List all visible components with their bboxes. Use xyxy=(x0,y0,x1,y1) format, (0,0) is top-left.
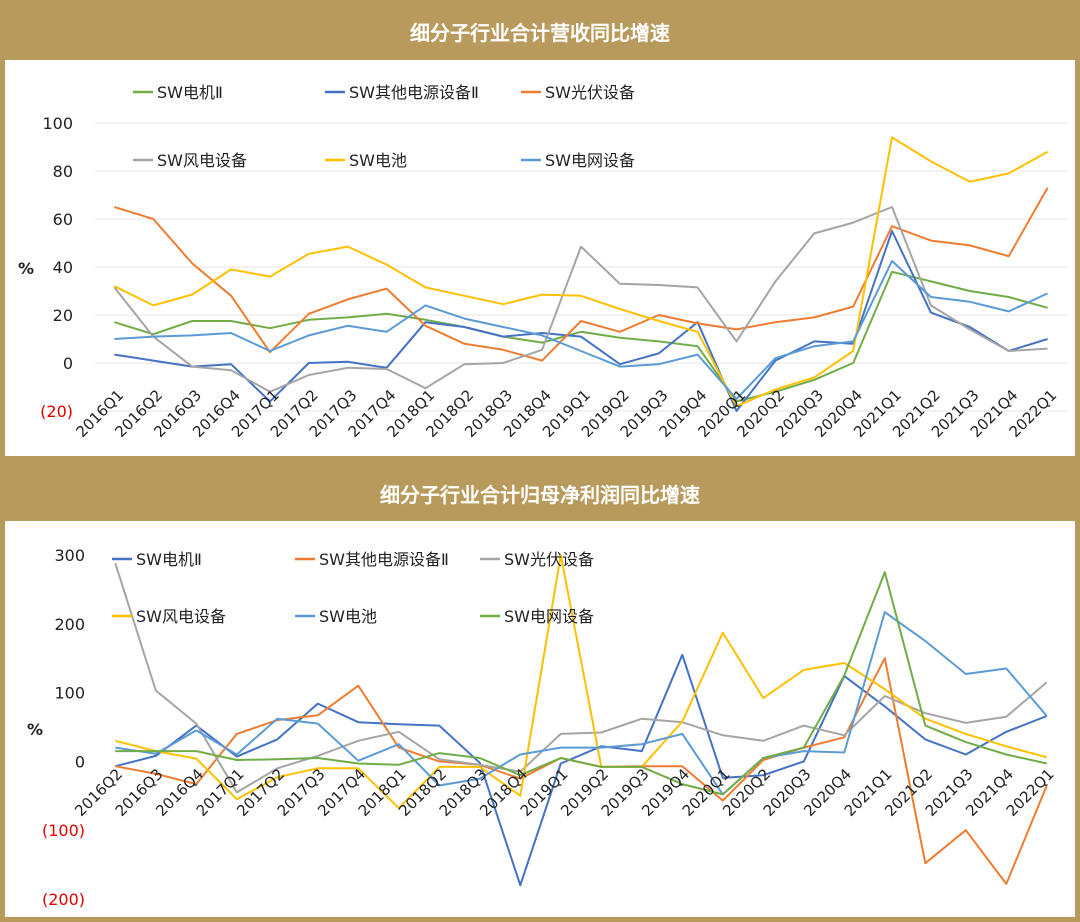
legend-item: SW电机Ⅱ xyxy=(133,83,223,102)
legend-label: SW风电设备 xyxy=(136,607,226,626)
series-2-line xyxy=(114,562,1048,794)
y-tick-label: 60 xyxy=(53,210,73,229)
legend-label: SW电机Ⅱ xyxy=(157,83,223,102)
y-axis-label: % xyxy=(27,720,43,739)
chart1-panel: (20) 0 20 40 60 80 100% 2016Q1 2016Q2 2016Q3 2016Q… xyxy=(5,60,1075,456)
y-tick-label: 0 xyxy=(63,354,73,373)
y-tick-label: 20 xyxy=(53,306,73,325)
legend-item: SW其他电源设备Ⅱ xyxy=(325,83,479,102)
legend-item: SW电池 xyxy=(325,151,407,170)
y-tick-label: 100 xyxy=(54,684,85,703)
legend-label: SW其他电源设备Ⅱ xyxy=(349,83,479,102)
series-4-line xyxy=(115,611,1048,796)
legend-item: SW电网设备 xyxy=(480,607,594,626)
legend-label: SW其他电源设备Ⅱ xyxy=(319,550,449,569)
legend-item: SW光伏设备 xyxy=(480,550,594,569)
y-tick-label: 0 xyxy=(75,752,85,771)
y-tick-label: (200) xyxy=(42,890,85,909)
legend-label: SW电池 xyxy=(349,151,407,170)
chart2-title: 细分子行业合计归母净利润同比增速 xyxy=(380,483,700,507)
legend-label: SW电网设备 xyxy=(545,151,635,170)
y-tick-label: 100 xyxy=(42,114,73,133)
y-axis-label: % xyxy=(18,259,34,278)
legend-item: SW风电设备 xyxy=(133,151,247,170)
net-profit-growth-chart: (200)(100)0100200300%2016Q22016Q32016Q42… xyxy=(27,546,1058,909)
legend-label: SW电机Ⅱ xyxy=(136,550,202,569)
series-1-line xyxy=(115,657,1048,885)
y-tick-label: 200 xyxy=(54,615,85,634)
chart1-title: 细分子行业合计营收同比增速 xyxy=(410,21,670,45)
legend-label: SW风电设备 xyxy=(157,151,247,170)
legend-label: SW光伏设备 xyxy=(504,550,594,569)
legend-label: SW电池 xyxy=(319,607,377,626)
y-tick-label: 40 xyxy=(53,258,73,277)
legend-item: SW风电设备 xyxy=(112,607,226,626)
legend-label: SW电网设备 xyxy=(504,607,594,626)
series-0-line xyxy=(114,270,1048,403)
y-tick-label: (100) xyxy=(42,821,85,840)
series-3-line xyxy=(115,554,1048,810)
y-tick-label: 80 xyxy=(53,162,73,181)
series-3-line xyxy=(113,206,1048,393)
legend-item: SW电池 xyxy=(295,607,377,626)
series-2-line xyxy=(114,187,1049,362)
series-5-line xyxy=(114,260,1049,400)
revenue-growth-chart: (20)020406080100%2016Q12016Q22016Q32016Q… xyxy=(18,83,1067,441)
series-4-line xyxy=(113,136,1049,408)
legend-item: SW其他电源设备Ⅱ xyxy=(295,550,449,569)
series-1-line xyxy=(114,230,1048,412)
series-5-line xyxy=(115,571,1048,796)
chart2-panel: (200) (100) 0 100 200 300% 2016Q2 2016Q3 2016Q4 2… xyxy=(5,521,1075,917)
legend-item: SW光伏设备 xyxy=(521,83,635,102)
legend-item: SW电机Ⅱ xyxy=(112,550,202,569)
legend-label: SW光伏设备 xyxy=(545,83,635,102)
y-tick-label: 300 xyxy=(54,546,85,565)
series-0-line xyxy=(115,653,1048,887)
y-tick-label: (20) xyxy=(40,402,73,421)
legend-item: SW电网设备 xyxy=(521,151,635,170)
